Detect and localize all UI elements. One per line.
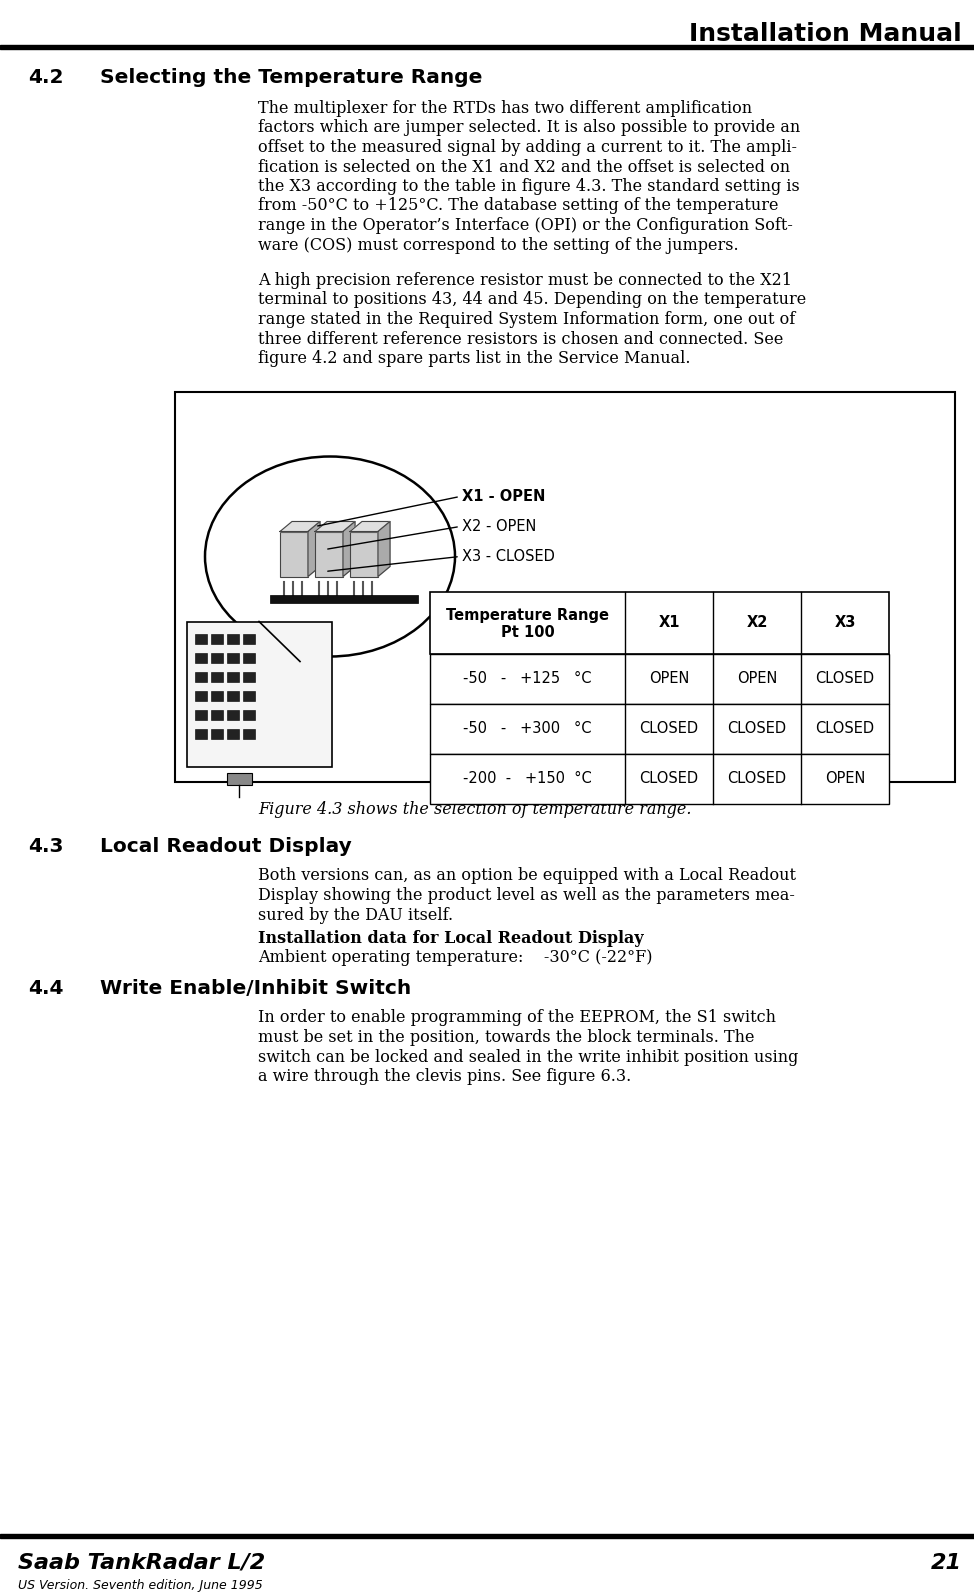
Text: -50   -   +300   °C: -50 - +300 °C (464, 721, 592, 736)
Text: Saab TankRadar L/2: Saab TankRadar L/2 (18, 1554, 265, 1573)
Bar (227, 772, 252, 785)
Bar (243, 691, 255, 700)
Text: X2: X2 (746, 615, 768, 630)
Text: Selecting the Temperature Range: Selecting the Temperature Range (100, 68, 482, 88)
Polygon shape (280, 522, 320, 532)
Bar (280, 532, 308, 576)
Text: 21: 21 (931, 1554, 962, 1573)
Text: US Version. Seventh edition, June 1995: US Version. Seventh edition, June 1995 (18, 1579, 263, 1592)
Bar (227, 729, 239, 739)
Text: sured by the DAU itself.: sured by the DAU itself. (258, 906, 453, 923)
Text: CLOSED: CLOSED (815, 721, 875, 736)
Text: 4.4: 4.4 (28, 979, 63, 998)
Text: The multiplexer for the RTDs has two different amplification: The multiplexer for the RTDs has two dif… (258, 100, 752, 116)
Bar (243, 634, 255, 643)
Bar (0, 45, 974, 49)
Bar (211, 710, 223, 720)
Text: Display showing the product level as well as the parameters mea-: Display showing the product level as wel… (258, 887, 795, 904)
Bar (430, 753, 889, 804)
Text: OPEN: OPEN (649, 670, 690, 686)
Bar (243, 729, 255, 739)
Text: three different reference resistors is chosen and connected. See: three different reference resistors is c… (258, 331, 783, 347)
Bar (195, 710, 207, 720)
Text: Temperature Range: Temperature Range (446, 608, 609, 622)
Bar (211, 634, 223, 643)
Text: In order to enable programming of the EEPROM, the S1 switch: In order to enable programming of the EE… (258, 1009, 776, 1027)
Text: range stated in the Required System Information form, one out of: range stated in the Required System Info… (258, 310, 795, 328)
Text: must be set in the position, towards the block terminals. The: must be set in the position, towards the… (258, 1028, 755, 1046)
Bar (430, 592, 889, 653)
Bar (227, 710, 239, 720)
Bar (243, 672, 255, 681)
Bar (195, 634, 207, 643)
Text: CLOSED: CLOSED (728, 771, 787, 786)
Bar (430, 653, 889, 704)
Polygon shape (350, 522, 390, 532)
Text: Write Enable/Inhibit Switch: Write Enable/Inhibit Switch (100, 979, 411, 998)
Bar (227, 691, 239, 700)
Bar (195, 691, 207, 700)
Text: CLOSED: CLOSED (815, 670, 875, 686)
Text: 4.2: 4.2 (28, 68, 63, 88)
Text: terminal to positions 43, 44 and 45. Depending on the temperature: terminal to positions 43, 44 and 45. Dep… (258, 291, 806, 309)
Polygon shape (378, 522, 390, 576)
Bar (243, 653, 255, 662)
Text: Local Readout Display: Local Readout Display (100, 837, 352, 856)
Text: figure 4.2 and spare parts list in the Service Manual.: figure 4.2 and spare parts list in the S… (258, 350, 691, 368)
Bar (227, 653, 239, 662)
Bar (195, 729, 207, 739)
Text: Both versions can, as an option be equipped with a Local Readout: Both versions can, as an option be equip… (258, 868, 796, 885)
Text: a wire through the clevis pins. See figure 6.3.: a wire through the clevis pins. See figu… (258, 1068, 631, 1086)
Text: Installation data for Local Readout Display: Installation data for Local Readout Disp… (258, 930, 644, 947)
Text: A high precision reference resistor must be connected to the X21: A high precision reference resistor must… (258, 272, 792, 290)
Text: fication is selected on the X1 and X2 and the offset is selected on: fication is selected on the X1 and X2 an… (258, 159, 790, 175)
Text: -200  -   +150  °C: -200 - +150 °C (463, 771, 592, 786)
Bar (195, 653, 207, 662)
Text: OPEN: OPEN (825, 771, 865, 786)
Bar (227, 672, 239, 681)
Polygon shape (343, 522, 355, 576)
Bar (0, 1535, 974, 1538)
Polygon shape (315, 522, 355, 532)
Bar (315, 532, 343, 576)
Bar (195, 672, 207, 681)
Text: 4.3: 4.3 (28, 837, 63, 856)
Text: the X3 according to the table in figure 4.3. The standard setting is: the X3 according to the table in figure … (258, 178, 800, 194)
Text: Figure 4.3 shows the selection of temperature range.: Figure 4.3 shows the selection of temper… (258, 801, 692, 818)
Text: from -50°C to +125°C. The database setting of the temperature: from -50°C to +125°C. The database setti… (258, 197, 778, 215)
Bar (187, 621, 332, 766)
Text: CLOSED: CLOSED (640, 771, 698, 786)
Text: OPEN: OPEN (736, 670, 777, 686)
Polygon shape (308, 522, 320, 576)
Bar (243, 710, 255, 720)
Text: X3: X3 (835, 615, 856, 630)
Bar (211, 672, 223, 681)
Text: offset to the measured signal by adding a current to it. The ampli-: offset to the measured signal by adding … (258, 139, 797, 156)
Text: ware (COS) must correspond to the setting of the jumpers.: ware (COS) must correspond to the settin… (258, 237, 738, 253)
Bar (350, 532, 378, 576)
Bar (211, 653, 223, 662)
Bar (211, 729, 223, 739)
Text: CLOSED: CLOSED (640, 721, 698, 736)
Ellipse shape (205, 457, 455, 656)
Text: Pt 100: Pt 100 (501, 626, 554, 640)
Text: factors which are jumper selected. It is also possible to provide an: factors which are jumper selected. It is… (258, 119, 801, 137)
Text: X3 - CLOSED: X3 - CLOSED (462, 549, 555, 564)
Text: X1: X1 (658, 615, 680, 630)
Text: X1 - OPEN: X1 - OPEN (462, 489, 545, 505)
Bar (175, 392, 955, 782)
Bar (270, 594, 418, 602)
Text: -50   -   +125   °C: -50 - +125 °C (464, 670, 592, 686)
Bar (430, 704, 889, 753)
Bar (227, 634, 239, 643)
Text: Ambient operating temperature:    -30°C (-22°F): Ambient operating temperature: -30°C (-2… (258, 949, 653, 966)
Bar (211, 691, 223, 700)
Text: switch can be locked and sealed in the write inhibit position using: switch can be locked and sealed in the w… (258, 1049, 799, 1065)
Text: range in the Operator’s Interface (OPI) or the Configuration Soft-: range in the Operator’s Interface (OPI) … (258, 217, 793, 234)
Text: CLOSED: CLOSED (728, 721, 787, 736)
Text: Installation Manual: Installation Manual (690, 22, 962, 46)
Text: X2 - OPEN: X2 - OPEN (462, 519, 537, 533)
